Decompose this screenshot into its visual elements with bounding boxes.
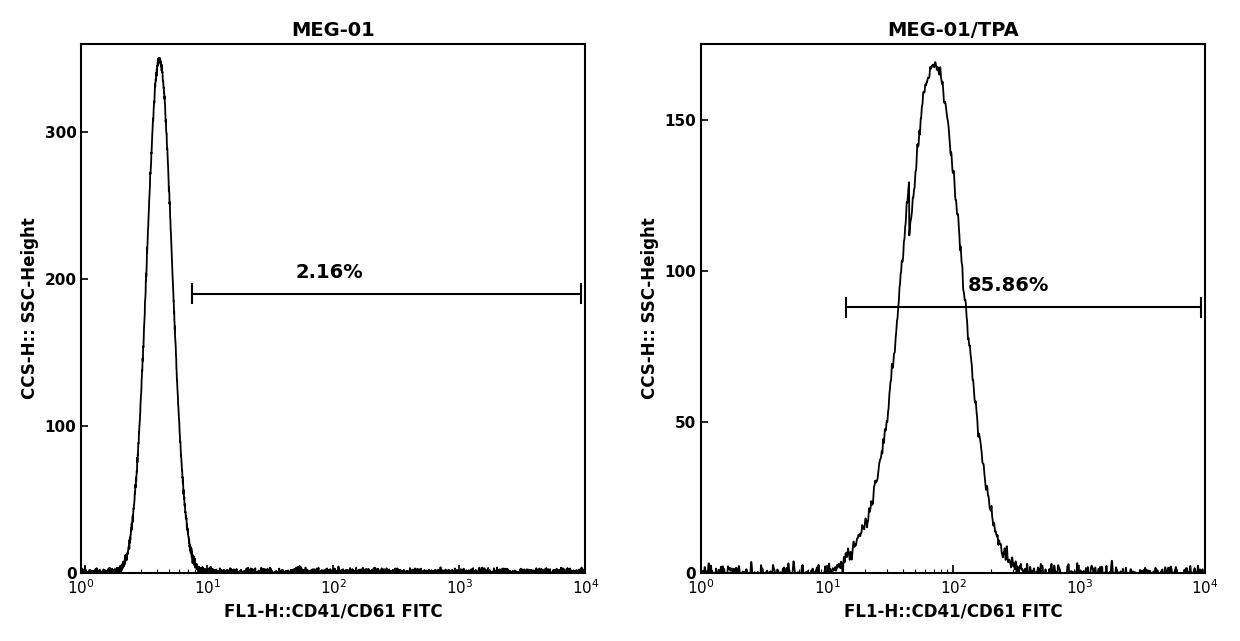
Title: MEG-01/TPA: MEG-01/TPA <box>888 21 1019 40</box>
Title: MEG-01: MEG-01 <box>291 21 376 40</box>
Y-axis label: CCS-H:: SSC-Height: CCS-H:: SSC-Height <box>641 218 658 399</box>
Text: 2.16%: 2.16% <box>295 263 363 282</box>
Text: 85.86%: 85.86% <box>967 276 1049 296</box>
Y-axis label: CCS-H:: SSC-Height: CCS-H:: SSC-Height <box>21 218 38 399</box>
X-axis label: FL1-H::CD41/CD61 FITC: FL1-H::CD41/CD61 FITC <box>844 602 1063 620</box>
X-axis label: FL1-H::CD41/CD61 FITC: FL1-H::CD41/CD61 FITC <box>224 602 443 620</box>
